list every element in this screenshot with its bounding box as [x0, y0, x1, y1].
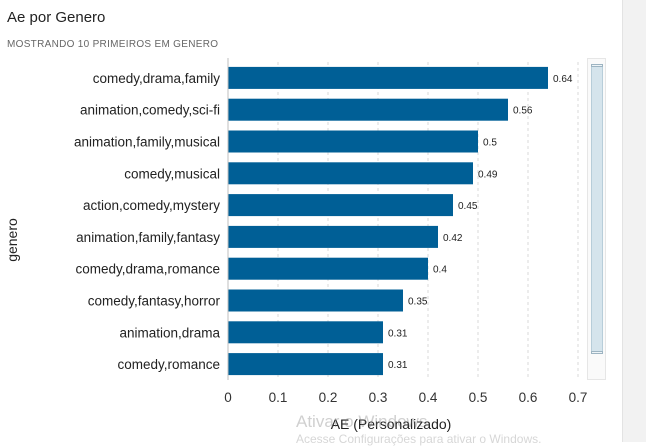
data-label: 0.4 [433, 265, 447, 276]
data-label: 0.64 [553, 74, 573, 85]
x-tick-label: 0.1 [269, 390, 288, 405]
side-panel-edge [622, 0, 646, 442]
category-label: comedy,fantasy,horror [88, 294, 221, 309]
windows-activation-watermark: Ativar o Windows [296, 412, 428, 431]
x-tick-label: 0 [224, 390, 232, 405]
data-label: 0.56 [513, 106, 533, 117]
x-tick-label: 0.3 [369, 390, 388, 405]
x-axis-label: AE (Personalizado) [331, 416, 452, 432]
bar [228, 130, 478, 153]
bar [228, 98, 508, 121]
data-label: 0.35 [408, 297, 428, 308]
x-tick-label: 0.2 [319, 390, 338, 405]
bar [228, 321, 383, 344]
bar [228, 162, 473, 185]
category-label: comedy,musical [124, 166, 220, 181]
category-label: animation,family,fantasy [76, 230, 220, 245]
scroll-handle-top[interactable] [591, 64, 603, 67]
x-tick-label: 0.5 [469, 390, 488, 405]
data-label: 0.5 [483, 138, 497, 149]
chart-panel: Ae por Genero MOSTRANDO 10 PRIMEIROS EM … [4, 9, 606, 432]
data-label: 0.42 [443, 233, 463, 244]
bar [228, 257, 428, 280]
category-label: comedy,drama,romance [75, 262, 220, 277]
scroll-handle-bottom[interactable] [591, 351, 603, 354]
bar [228, 225, 438, 248]
data-label: 0.31 [388, 360, 408, 371]
bar-chart: comedy,drama,family 0.64 animation,comedy,… [74, 58, 588, 432]
category-label: animation,family,musical [74, 135, 220, 150]
chart-title: Ae por Genero [7, 9, 106, 26]
x-tick-label: 0.4 [419, 390, 438, 405]
x-tick-label: 0.6 [519, 390, 538, 405]
data-label: 0.31 [388, 328, 408, 339]
bar [228, 289, 403, 312]
bar [228, 66, 548, 89]
data-label: 0.49 [478, 169, 498, 180]
category-label: animation,comedy,sci-fi [80, 103, 220, 118]
bar [228, 353, 383, 376]
category-label: action,comedy,mystery [83, 198, 220, 213]
x-tick-label: 0.7 [569, 390, 588, 405]
category-label: animation,drama [119, 325, 220, 340]
scrollbar-thumb[interactable] [591, 64, 603, 354]
bar [228, 194, 453, 217]
chart-subtitle: MOSTRANDO 10 PRIMEIROS EM GENERO [7, 39, 219, 50]
data-label: 0.45 [458, 201, 478, 212]
category-label: comedy,drama,family [93, 71, 221, 86]
windows-activation-watermark-sub: Acesse Configurações para ativar o Windo… [296, 432, 542, 446]
category-label: comedy,romance [117, 357, 220, 372]
chart-scrollbar[interactable] [587, 58, 606, 380]
